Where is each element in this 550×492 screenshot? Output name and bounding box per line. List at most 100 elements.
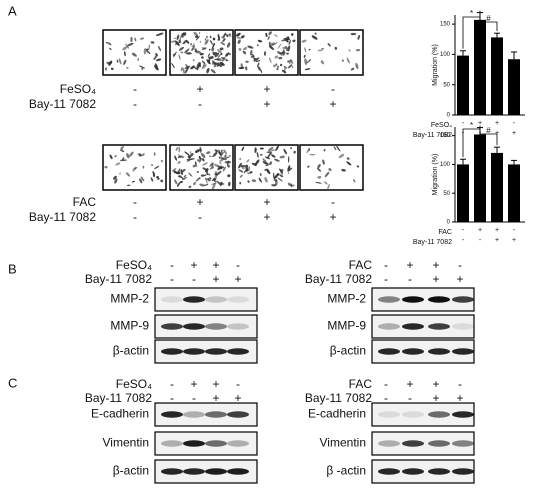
cell: [155, 53, 158, 57]
cell: [308, 48, 311, 51]
cell: [201, 64, 207, 70]
sign: +: [432, 272, 439, 286]
cell: [307, 165, 310, 168]
cell: [266, 151, 273, 154]
cell: [175, 147, 178, 151]
bar: [491, 37, 503, 116]
sign: -: [384, 391, 388, 405]
protein-label: E-cadherin: [91, 407, 149, 421]
cell: [292, 39, 296, 43]
cell: [338, 153, 345, 159]
treatment-label: FeSO₄: [116, 258, 152, 272]
band: [402, 440, 424, 447]
cell: [260, 69, 263, 74]
cell: [200, 149, 202, 154]
cell: [156, 58, 162, 62]
micrograph: [299, 144, 364, 191]
cell: [206, 59, 210, 63]
cell: [275, 145, 279, 151]
cell: [118, 58, 122, 65]
cell: [122, 46, 128, 51]
cell: [258, 177, 262, 183]
band: [161, 348, 183, 355]
sign: -: [170, 391, 174, 405]
sign: -: [198, 97, 202, 111]
treatment-label: FAC: [349, 377, 373, 391]
bracket: [462, 125, 481, 158]
sign: -: [133, 195, 137, 209]
cell: [273, 174, 278, 180]
cell: [336, 145, 341, 152]
cell: [334, 46, 338, 50]
cell: [148, 44, 150, 50]
sign: -: [170, 258, 174, 272]
cell: [202, 167, 208, 171]
band: [428, 440, 450, 447]
cell: [276, 67, 279, 71]
cell: [205, 35, 209, 39]
cell: [286, 52, 289, 55]
protein-label: Vimentin: [103, 436, 149, 450]
sign: -: [192, 272, 196, 286]
band: [428, 323, 450, 330]
band: [428, 348, 450, 355]
sign: -: [170, 272, 174, 286]
cell: [188, 185, 192, 189]
cell: [263, 51, 267, 56]
cell: [198, 177, 201, 180]
significance: #: [486, 126, 491, 135]
sign: +: [495, 120, 499, 127]
cell: [115, 162, 121, 166]
cell: [114, 155, 117, 158]
cell: [323, 149, 326, 152]
cell: [314, 32, 317, 35]
band: [452, 296, 474, 303]
cell: [183, 33, 186, 36]
cell: [178, 46, 185, 51]
cell: [245, 164, 249, 169]
cell: [279, 155, 285, 159]
band: [378, 296, 400, 303]
cell: [225, 58, 228, 62]
cell: [271, 154, 276, 158]
protein-label: MMP-2: [110, 292, 149, 306]
band: [205, 348, 227, 355]
cell: [239, 157, 242, 161]
x-row-label: Bay-11 7082: [413, 239, 452, 246]
cell: [206, 170, 209, 176]
cell: [188, 172, 193, 177]
band: [205, 296, 227, 303]
bar: [457, 164, 469, 222]
sign: -: [462, 120, 465, 127]
cell: [126, 153, 130, 159]
cell: [279, 63, 283, 67]
cell: [170, 40, 176, 43]
sign: -: [331, 195, 335, 209]
cell: [209, 35, 212, 39]
cell: [259, 153, 263, 156]
sign: +: [432, 391, 439, 405]
cell: [227, 164, 230, 168]
cell: [192, 164, 196, 168]
inhibitor-label: Bay-11 7082: [29, 210, 96, 224]
cell: [119, 145, 124, 152]
cell: [153, 152, 156, 156]
cell: [324, 171, 330, 178]
cell: [293, 150, 296, 154]
cell: [220, 149, 224, 152]
significance: #: [486, 14, 491, 23]
cell: [212, 37, 216, 41]
cell: [238, 169, 244, 173]
cell: [227, 35, 232, 37]
sign: +: [406, 377, 413, 391]
cell: [196, 170, 199, 173]
cell: [180, 66, 183, 72]
cell: [191, 47, 195, 51]
cell: [287, 167, 293, 172]
cell: [235, 32, 241, 37]
cell: [274, 55, 279, 59]
cell: [357, 34, 361, 40]
inhibitor-label: Bay-11 7082: [305, 272, 372, 286]
cell: [139, 178, 143, 184]
cell: [208, 177, 212, 180]
